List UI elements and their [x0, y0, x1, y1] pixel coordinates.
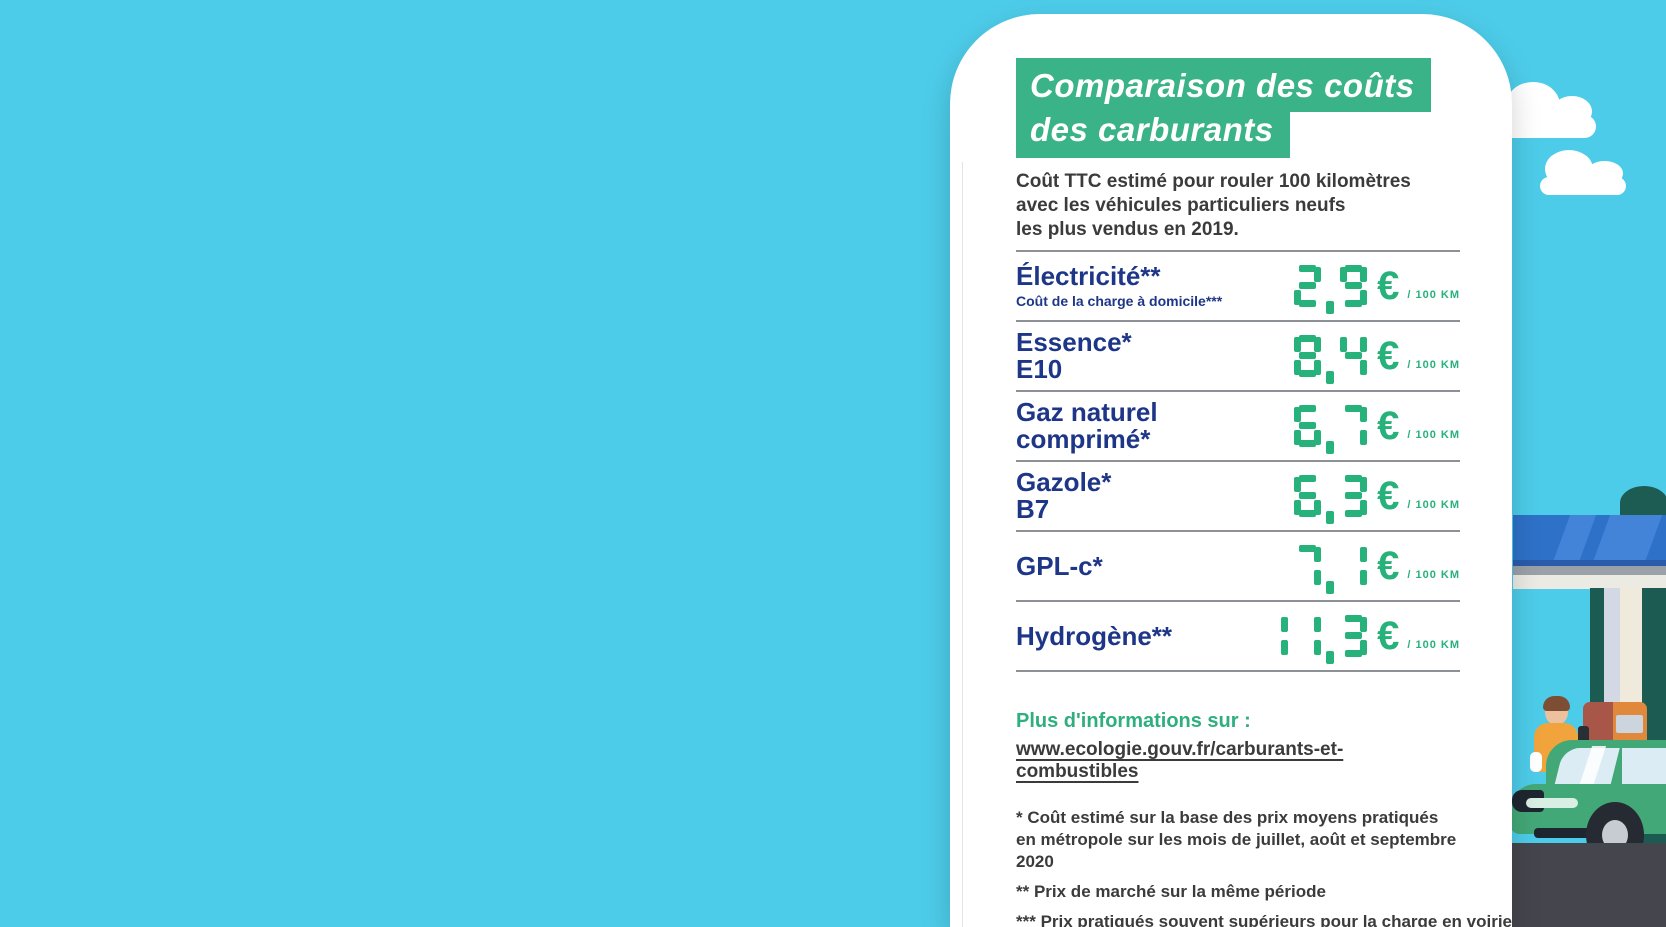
- tree-icon: [1620, 486, 1666, 520]
- table-row-electricity: Électricité** Coût de la charge à domici…: [1016, 250, 1460, 320]
- row-label-line2: B7: [1016, 494, 1050, 524]
- lcd-value: [1255, 615, 1368, 664]
- row-label: Essence*: [1016, 327, 1132, 357]
- road: [1508, 843, 1666, 927]
- row-price: € / 100 KM: [1288, 474, 1460, 524]
- table-row-essence-e10: Essence* E10 € / 100 KM: [1016, 320, 1460, 390]
- table-row-hydrogene: Hydrogène** € / 100 KM: [1016, 600, 1460, 670]
- row-sublabel: Coût de la charge à domicile***: [1016, 292, 1223, 309]
- title-line-1: Comparaison des coûts: [1016, 58, 1431, 112]
- row-price: € / 100 KM: [1288, 544, 1460, 594]
- row-label: Électricité**: [1016, 260, 1161, 291]
- fuel-pump-icon: [1578, 702, 1647, 746]
- cloud-base: [1540, 176, 1626, 195]
- lcd-value: [1288, 545, 1368, 594]
- per-100km-label: / 100 KM: [1407, 569, 1460, 581]
- per-100km-label: / 100 KM: [1407, 429, 1460, 441]
- comparison-card: Comparaison des coûts des carburants Coû…: [950, 14, 1512, 927]
- ecologie-gouv-link[interactable]: www.ecologie.gouv.fr/carburants-et-combu…: [1016, 739, 1344, 782]
- footnote-2: ** Prix de marché sur la même période: [1016, 882, 1326, 901]
- euro-sign: €: [1377, 614, 1400, 658]
- euro-sign: €: [1377, 264, 1400, 308]
- card-back-edge: [962, 162, 963, 927]
- per-100km-label: / 100 KM: [1407, 289, 1460, 301]
- canopy-fascia: [1513, 575, 1666, 589]
- table-row-gpl-c: GPL-c* € / 100 KM: [1016, 530, 1460, 600]
- canopy-edge: [1513, 566, 1666, 575]
- per-100km-label: / 100 KM: [1407, 639, 1460, 651]
- cloud-icon: [1540, 149, 1626, 195]
- lcd-value: [1288, 335, 1368, 384]
- euro-sign: €: [1377, 544, 1400, 588]
- euro-sign: €: [1377, 404, 1400, 448]
- row-price: € / 100 KM: [1288, 264, 1460, 314]
- fuel-cost-table: Électricité** Coût de la charge à domici…: [1016, 250, 1460, 672]
- lcd-value: [1288, 475, 1368, 524]
- row-price: € / 100 KM: [1255, 614, 1460, 664]
- car-side-window: [1622, 748, 1666, 790]
- row-label-line2: comprimé*: [1016, 424, 1151, 454]
- title-line-2: des carburants: [1016, 112, 1290, 158]
- pump-nozzle: [1578, 726, 1589, 744]
- row-price: € / 100 KM: [1288, 404, 1460, 454]
- cloud-base: [1500, 115, 1596, 138]
- footnotes: * Coût estimé sur la base des prix moyen…: [1016, 807, 1512, 927]
- euro-sign: €: [1377, 474, 1400, 518]
- green-car-illustration: [1510, 740, 1666, 868]
- more-info-block: Plus d'informations sur : www.ecologie.g…: [1016, 710, 1460, 783]
- row-label: Gaz naturel: [1016, 397, 1158, 427]
- row-label: GPL-c*: [1016, 550, 1103, 581]
- footnote-3: *** Prix pratiqués souvent supérieurs po…: [1016, 912, 1512, 927]
- subtitle: Coût TTC estimé pour rouler 100 kilomètr…: [1016, 171, 1411, 240]
- more-info-heading: Plus d'informations sur :: [1016, 710, 1251, 732]
- table-row-gazole-b7: Gazole* B7 € / 100 KM: [1016, 460, 1460, 530]
- euro-sign: €: [1377, 334, 1400, 378]
- lcd-value: [1288, 405, 1368, 454]
- table-row-gaz-naturel: Gaz naturel comprimé* € / 100 KM: [1016, 390, 1460, 460]
- footnote-1: * Coût estimé sur la base des prix moyen…: [1016, 808, 1457, 871]
- row-label-line2: E10: [1016, 354, 1063, 384]
- row-price: € / 100 KM: [1288, 334, 1460, 384]
- per-100km-label: / 100 KM: [1407, 359, 1460, 371]
- pump-screen: [1616, 715, 1643, 733]
- row-label: Gazole*: [1016, 467, 1112, 497]
- page-title: Comparaison des coûts des carburants: [1016, 58, 1460, 158]
- canopy-underside: [1513, 560, 1666, 567]
- per-100km-label: / 100 KM: [1407, 499, 1460, 511]
- row-label: Hydrogène**: [1016, 620, 1173, 651]
- cloud-icon: [1500, 81, 1596, 138]
- lcd-value: [1288, 265, 1368, 314]
- gas-station-canopy: [1513, 515, 1666, 565]
